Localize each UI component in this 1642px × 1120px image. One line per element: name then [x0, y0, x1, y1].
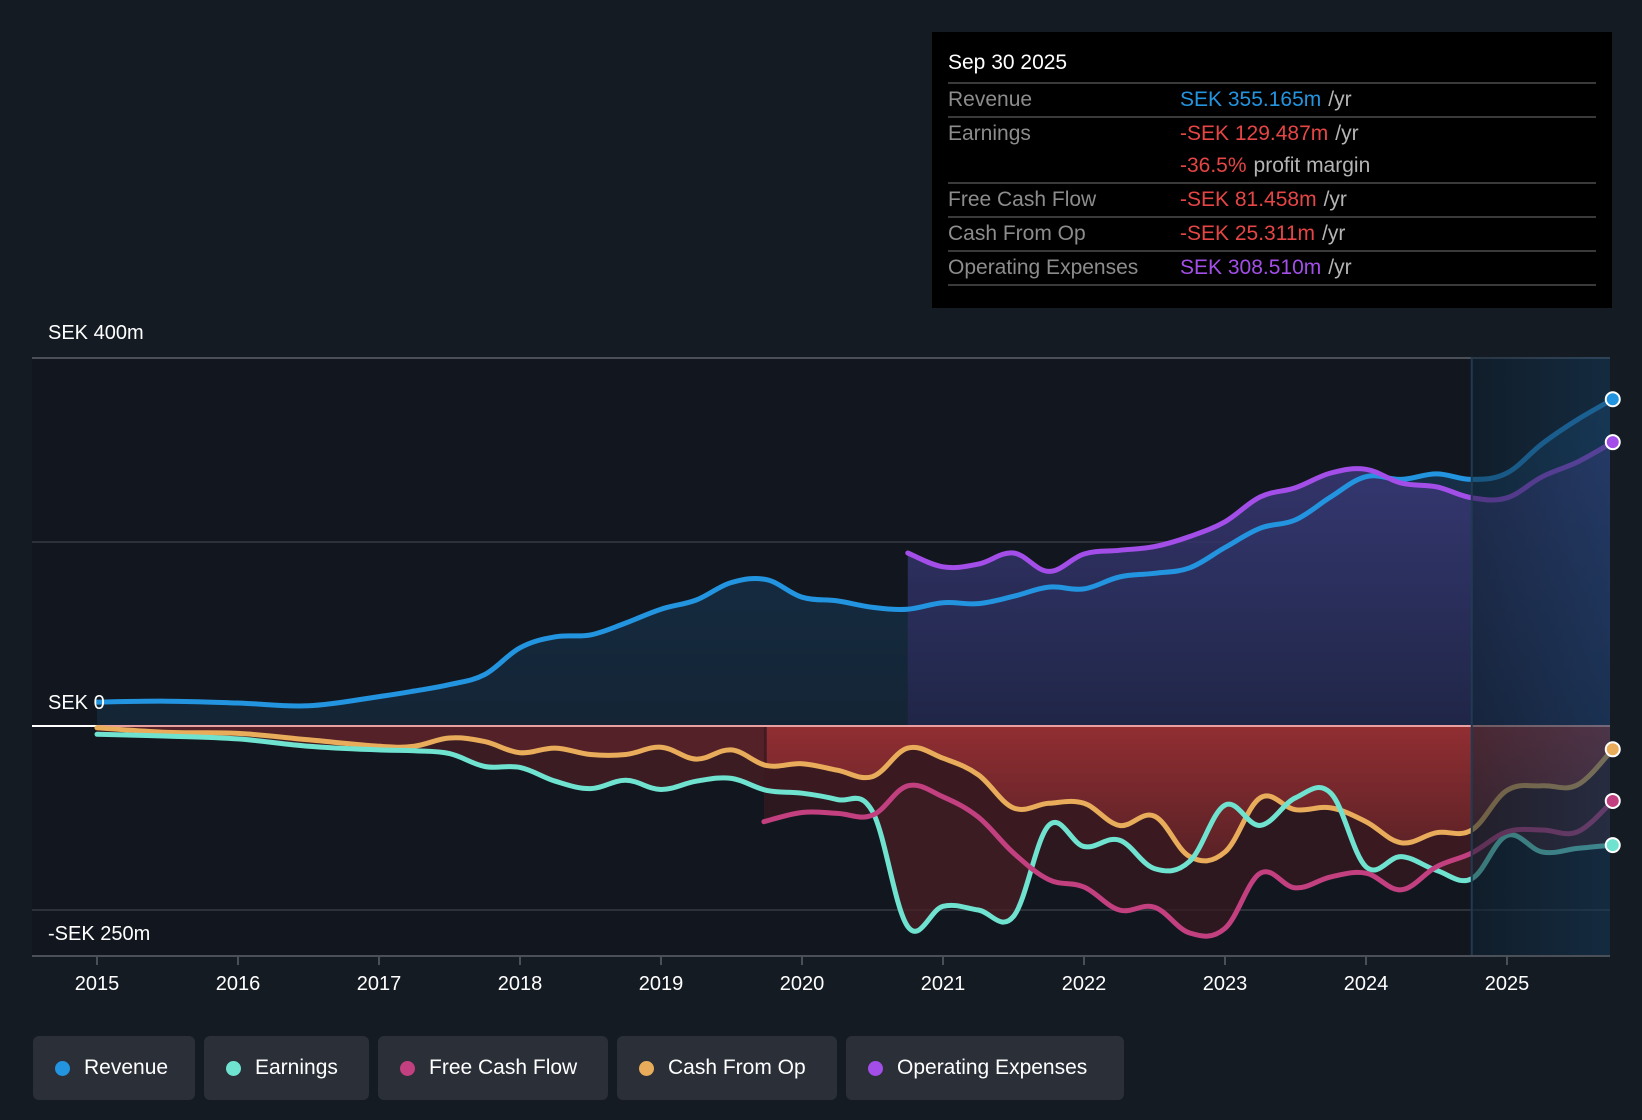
- cash-from-op-line: [94, 725, 1616, 864]
- earnings-line: [94, 731, 1616, 934]
- tooltip-row-earnings: Earnings -SEK 129.487m/yr: [948, 118, 1596, 150]
- tooltip: Sep 30 2025 Revenue SEK 355.165m/yr Earn…: [932, 32, 1612, 308]
- x-tick-label: 2021: [921, 973, 966, 995]
- free-cash-flow-end-marker: [1604, 792, 1621, 809]
- tooltip-value: -SEK 81.458m: [1180, 188, 1317, 211]
- tooltip-value: -36.5%: [1180, 154, 1247, 177]
- tooltip-unit: /yr: [1328, 256, 1352, 279]
- tooltip-unit: /yr: [1322, 222, 1346, 245]
- tooltip-unit: /yr: [1335, 122, 1359, 145]
- tooltip-label: [948, 150, 1180, 182]
- tooltip-label: Cash From Op: [948, 222, 1086, 245]
- x-tick-label: 2016: [216, 973, 261, 995]
- x-tick-label: 2023: [1203, 973, 1248, 995]
- tooltip-row-revenue: Revenue SEK 355.165m/yr: [948, 84, 1596, 118]
- x-tick-label: 2018: [498, 973, 543, 995]
- y-axis-labels: SEK 400m SEK 0 -SEK 250m: [48, 322, 150, 945]
- legend-item-cash-from-op[interactable]: Cash From Op: [617, 1036, 837, 1100]
- last-year-highlight: [1470, 357, 1610, 956]
- legend-item-free-cash-flow[interactable]: Free Cash Flow: [378, 1036, 608, 1100]
- x-axis-labels: 2015 2016 2017 2018 2019 2020 2021 2022 2023 2024…: [75, 973, 1530, 995]
- operating-expenses-end-marker: [1604, 434, 1621, 451]
- x-tick-label: 2017: [357, 973, 402, 995]
- x-tick-label: 2015: [75, 973, 120, 995]
- legend-label: Revenue: [84, 1056, 169, 1079]
- tooltip-row-cash-from-op: Cash From Op -SEK 25.311m/yr: [948, 218, 1596, 252]
- x-tick-label: 2025: [1485, 973, 1530, 995]
- tooltip-row-profit-margin: -36.5% profit margin: [948, 150, 1596, 184]
- tooltip-label: Revenue: [948, 88, 1033, 111]
- negative-highlight-area: [766, 726, 1610, 861]
- legend: Revenue Earnings Free Cash Flow Cash Fro…: [33, 1036, 1124, 1100]
- tooltip-value: -SEK 129.487m: [1180, 122, 1329, 145]
- operating-expenses-area: [907, 443, 1610, 726]
- end-markers: [1604, 391, 1621, 854]
- tooltip-label: Earnings: [948, 122, 1031, 145]
- earnings-dot-icon: [226, 1060, 241, 1076]
- legend-item-earnings[interactable]: Earnings: [204, 1036, 369, 1100]
- highlight-region: [1471, 357, 1610, 956]
- tooltip-unit: /yr: [1328, 88, 1352, 111]
- series-fills: [97, 400, 1610, 937]
- y-label-top: SEK 400m: [48, 322, 144, 344]
- legend-label: Cash From Op: [668, 1056, 806, 1079]
- free-cash-flow-dot-icon: [400, 1060, 415, 1076]
- tooltip-unit: /yr: [1323, 188, 1347, 211]
- earnings-end-marker: [1604, 837, 1621, 854]
- x-tick-label: 2022: [1062, 973, 1107, 995]
- tooltip-date: Sep 30 2025: [948, 46, 1596, 84]
- y-label-bottom: -SEK 250m: [48, 923, 150, 945]
- x-tick-label: 2024: [1344, 973, 1389, 995]
- tooltip-row-operating-expenses: Operating Expenses SEK 308.510m/yr: [948, 252, 1596, 286]
- legend-item-operating-expenses[interactable]: Operating Expenses: [846, 1036, 1124, 1100]
- legend-label: Free Cash Flow: [429, 1056, 578, 1079]
- cash-from-op-dot-icon: [639, 1060, 654, 1076]
- x-tick-label: 2020: [780, 973, 825, 995]
- tooltip-unit: profit margin: [1253, 154, 1371, 177]
- revenue-end-marker: [1604, 391, 1621, 408]
- operating-expenses-dot-icon: [868, 1060, 883, 1076]
- cash-from-op-end-marker: [1604, 741, 1621, 758]
- tooltip-label: Operating Expenses: [948, 256, 1139, 279]
- tooltip-value: SEK 308.510m: [1180, 256, 1322, 279]
- axes: [32, 955, 1610, 965]
- x-tick-label: 2019: [639, 973, 684, 995]
- tooltip-row-free-cash-flow: Free Cash Flow -SEK 81.458m/yr: [948, 184, 1596, 218]
- tooltip-value: SEK 355.165m: [1180, 88, 1322, 111]
- legend-label: Earnings: [255, 1056, 338, 1079]
- tooltip-label: Free Cash Flow: [948, 188, 1097, 211]
- revenue-dot-icon: [55, 1060, 70, 1076]
- tooltip-value: -SEK 25.311m: [1180, 222, 1316, 245]
- y-label-zero: SEK 0: [48, 692, 105, 714]
- legend-item-revenue[interactable]: Revenue: [33, 1036, 195, 1100]
- legend-label: Operating Expenses: [897, 1056, 1088, 1079]
